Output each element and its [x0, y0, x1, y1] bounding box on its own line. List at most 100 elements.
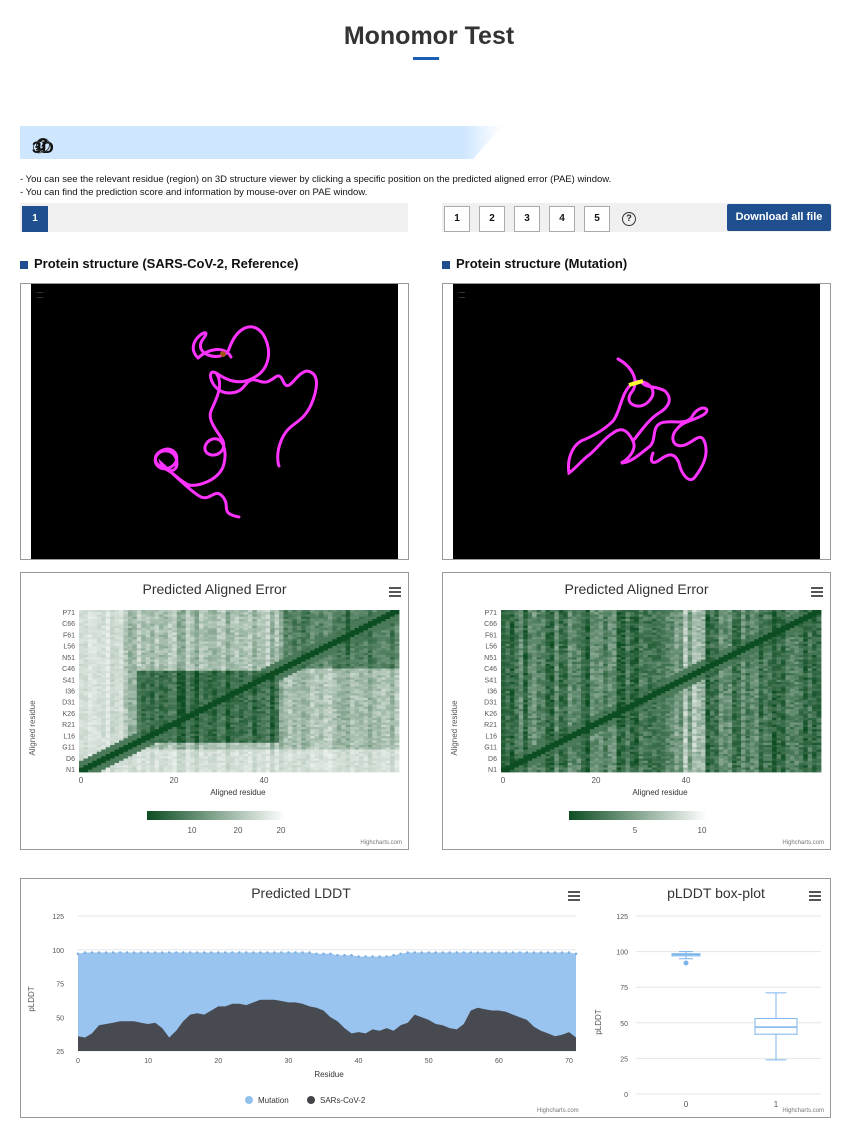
chart-menu-icon[interactable]	[389, 587, 401, 597]
pae-cell	[363, 684, 369, 687]
pae-cell	[363, 621, 369, 624]
pae-cell	[287, 729, 293, 732]
pae-cell	[199, 666, 204, 669]
pae-cell	[394, 740, 400, 744]
pae-cell	[203, 727, 209, 730]
pae-cell	[296, 745, 302, 748]
pae-cell	[350, 731, 355, 735]
mutation-3d-viewer[interactable]	[442, 283, 831, 560]
pae-cell	[283, 747, 289, 750]
pae-cell	[256, 751, 262, 755]
pae-cell	[181, 668, 187, 672]
pae-cell	[136, 760, 142, 764]
model-tab-5[interactable]: 5	[584, 206, 610, 232]
pae-cell	[79, 711, 84, 714]
pae-cell	[292, 727, 298, 730]
pae-cell	[119, 632, 124, 636]
pae-cell	[194, 655, 200, 658]
model-tab-3[interactable]: 3	[514, 206, 540, 232]
pae-cell	[207, 682, 213, 685]
pae-cell	[101, 718, 107, 721]
pae-cell	[105, 677, 111, 681]
reference-tab-1[interactable]: 1	[22, 206, 48, 232]
download-all-button[interactable]: Download all file	[727, 204, 831, 231]
pae-cell	[292, 763, 298, 766]
pae-cell	[327, 625, 333, 629]
pae-cell	[159, 659, 164, 663]
pae-cell	[225, 614, 231, 618]
pae-cell	[212, 704, 218, 708]
pae-cell	[163, 655, 169, 658]
viewer-menu-icon[interactable]	[459, 292, 465, 298]
pae-cell	[256, 677, 262, 681]
pae-cell	[381, 659, 387, 663]
pae-cell	[372, 643, 378, 647]
pae-cell	[212, 657, 218, 660]
pae-cell	[159, 691, 164, 694]
pae-cell	[132, 697, 138, 701]
pae-cell	[172, 751, 178, 755]
pae-cell	[79, 646, 84, 649]
pae-cell	[101, 646, 107, 649]
pae-cell	[145, 641, 151, 645]
pae-cell	[367, 704, 373, 708]
pae-cell	[390, 652, 395, 656]
pae-cell	[167, 637, 173, 640]
pae-cell	[230, 700, 235, 703]
model-tab-2[interactable]: 2	[479, 206, 505, 232]
pae-cell	[394, 711, 400, 714]
pae-cell	[181, 706, 187, 710]
pae-cell	[341, 643, 347, 647]
model-help-icon[interactable]: ?	[622, 212, 636, 226]
page-title: Monomor Test	[343, 22, 515, 50]
pae-cell	[376, 747, 382, 750]
pae-cell	[270, 675, 275, 678]
pae-cell	[274, 614, 280, 618]
pae-cell	[216, 655, 222, 658]
pae-cell	[247, 652, 253, 656]
pae-cell	[239, 695, 244, 699]
model-tab-1[interactable]: 1	[444, 206, 470, 232]
pae-heatmap[interactable]	[79, 610, 400, 773]
pae-cell	[185, 727, 191, 730]
pae-cell	[92, 679, 98, 683]
viewer-menu-icon[interactable]	[37, 292, 43, 298]
pae-cell	[150, 729, 155, 732]
pae-cell	[216, 623, 222, 627]
pae-cell	[354, 749, 360, 753]
pae-cell	[96, 738, 102, 741]
pae-cell	[114, 722, 120, 726]
pae-cell	[230, 677, 235, 681]
pae-cell	[296, 637, 302, 640]
pae-cell	[163, 700, 169, 703]
pae-cell	[167, 706, 173, 710]
pae-cell	[323, 610, 329, 613]
model-tab-4[interactable]: 4	[549, 206, 575, 232]
pae-cell	[372, 700, 378, 703]
pae-cell	[261, 628, 267, 631]
pae-cell	[314, 763, 320, 766]
pae-cell	[372, 648, 378, 651]
pae-cell	[292, 733, 298, 737]
pae-cell	[359, 684, 364, 687]
pae-cell	[363, 666, 369, 669]
pae-cell	[350, 616, 355, 620]
pae-cell	[283, 711, 289, 714]
pae-cell	[270, 652, 275, 656]
pae-cell	[181, 763, 187, 766]
reference-3d-viewer[interactable]	[20, 283, 409, 560]
help-icon[interactable]: ?	[36, 135, 50, 154]
pae-cell	[136, 747, 142, 750]
pae-cell	[141, 740, 147, 744]
pae-cell	[101, 700, 107, 703]
pae-cell	[225, 612, 231, 615]
pae-cell	[359, 754, 364, 757]
pae-cell	[167, 643, 173, 647]
pae-cell	[141, 733, 147, 737]
pae-cell	[301, 630, 307, 633]
pae-cell	[154, 747, 160, 750]
pae-cell	[79, 623, 84, 627]
pae-cell	[363, 652, 369, 656]
pae-cell	[101, 637, 107, 640]
pae-cell	[376, 684, 382, 687]
